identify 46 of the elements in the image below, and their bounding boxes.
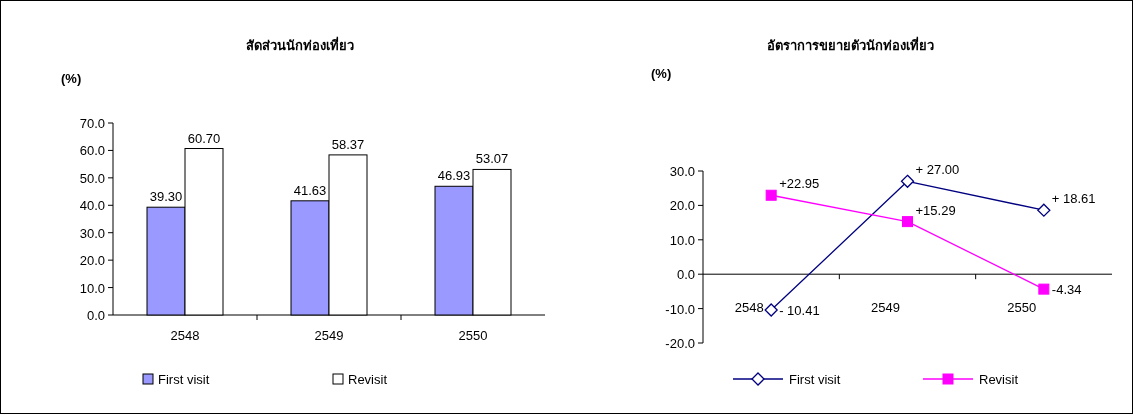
data-label: +15.29 xyxy=(915,202,956,218)
x-tick-label: 2550 xyxy=(1007,300,1037,316)
x-tick-label: 2549 xyxy=(314,328,344,343)
legend-label: Revisit xyxy=(348,372,388,387)
data-label: + 18.61 xyxy=(1051,191,1096,207)
data-label: +22.95 xyxy=(779,176,820,192)
y-tick-label: 0.0 xyxy=(86,308,105,323)
y-tick-label: 0.0 xyxy=(676,267,695,283)
y-tick-label: 30.0 xyxy=(669,164,695,179)
x-tick-label: 2549 xyxy=(871,300,900,316)
y-tick-label: 10.0 xyxy=(669,232,695,248)
y-tick-label: 60.0 xyxy=(79,143,105,159)
point xyxy=(900,174,915,188)
chart-title: อัตราการขยายตัวนักท่องเที่ยว xyxy=(766,36,934,53)
point xyxy=(765,189,777,201)
data-label: + 27.00 xyxy=(915,162,960,178)
point xyxy=(764,303,778,317)
data-label: 53.07 xyxy=(475,151,509,167)
data-label: 46.93 xyxy=(437,168,471,184)
data-label: 58.37 xyxy=(331,136,365,152)
x-tick-label: 2548 xyxy=(734,300,764,316)
data-label: 39.30 xyxy=(149,189,183,205)
point xyxy=(1038,283,1050,295)
y-axis-title: (%) xyxy=(61,71,82,86)
x-tick-label: 2548 xyxy=(170,328,200,343)
y-tick-label: 40.0 xyxy=(79,198,105,214)
legend-label: First visit xyxy=(789,372,841,387)
y-tick-label: 70.0 xyxy=(79,116,105,131)
y-tick-label: 50.0 xyxy=(79,170,105,186)
legend-label: First visit xyxy=(158,372,210,387)
data-label: -4.34 xyxy=(1051,282,1082,298)
point xyxy=(902,216,913,228)
data-label: 60.70 xyxy=(187,130,221,146)
chart-title: สัดส่วนนักท่องเที่ยว xyxy=(246,36,354,53)
y-axis-title: (%) xyxy=(651,66,672,81)
y-tick-label: -10.0 xyxy=(665,301,695,317)
y-tick-label: 30.0 xyxy=(79,225,105,241)
legend-label: Revisit xyxy=(979,372,1019,387)
y-tick-label: 20.0 xyxy=(79,253,105,269)
y-tick-label: 20.0 xyxy=(669,198,695,214)
y-tick-label: 10.0 xyxy=(79,280,105,296)
x-tick-label: 2550 xyxy=(458,328,488,343)
point xyxy=(1037,203,1051,217)
data-label: 41.63 xyxy=(293,182,327,198)
data-label: - 10.41 xyxy=(779,303,820,319)
y-tick-label: -20.0 xyxy=(665,336,695,351)
